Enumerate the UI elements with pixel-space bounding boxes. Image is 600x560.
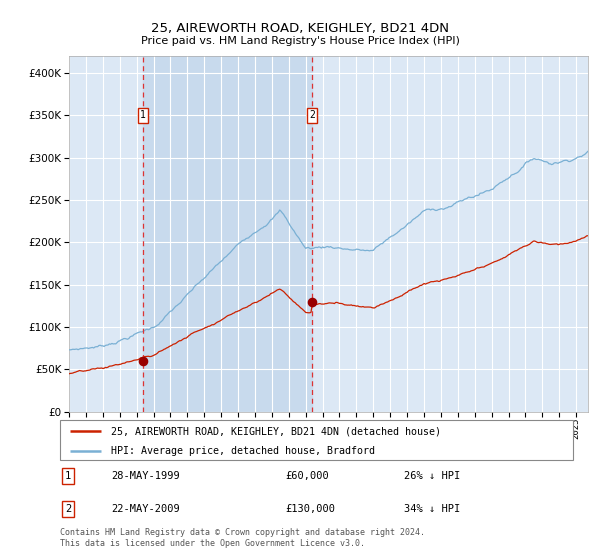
Text: Price paid vs. HM Land Registry's House Price Index (HPI): Price paid vs. HM Land Registry's House … (140, 36, 460, 46)
Text: 22-MAY-2009: 22-MAY-2009 (112, 504, 180, 514)
Text: 1: 1 (140, 110, 146, 120)
Text: 25, AIREWORTH ROAD, KEIGHLEY, BD21 4DN (detached house): 25, AIREWORTH ROAD, KEIGHLEY, BD21 4DN (… (112, 426, 442, 436)
Text: 1: 1 (65, 471, 71, 481)
Text: £130,000: £130,000 (286, 504, 336, 514)
Point (138, 356, 148, 365)
Text: 2: 2 (65, 504, 71, 514)
Bar (143, 56, 312, 412)
FancyBboxPatch shape (60, 420, 573, 460)
Text: HPI: Average price, detached house, Bradford: HPI: Average price, detached house, Brad… (112, 446, 376, 456)
Text: 26% ↓ HPI: 26% ↓ HPI (404, 471, 460, 481)
Text: 34% ↓ HPI: 34% ↓ HPI (404, 504, 460, 514)
Text: 25, AIREWORTH ROAD, KEIGHLEY, BD21 4DN: 25, AIREWORTH ROAD, KEIGHLEY, BD21 4DN (151, 22, 449, 35)
Text: 28-MAY-1999: 28-MAY-1999 (112, 471, 180, 481)
Text: 2: 2 (309, 110, 315, 120)
Text: Contains HM Land Registry data © Crown copyright and database right 2024.
This d: Contains HM Land Registry data © Crown c… (60, 528, 425, 548)
Text: £60,000: £60,000 (286, 471, 329, 481)
Point (307, 297, 317, 306)
